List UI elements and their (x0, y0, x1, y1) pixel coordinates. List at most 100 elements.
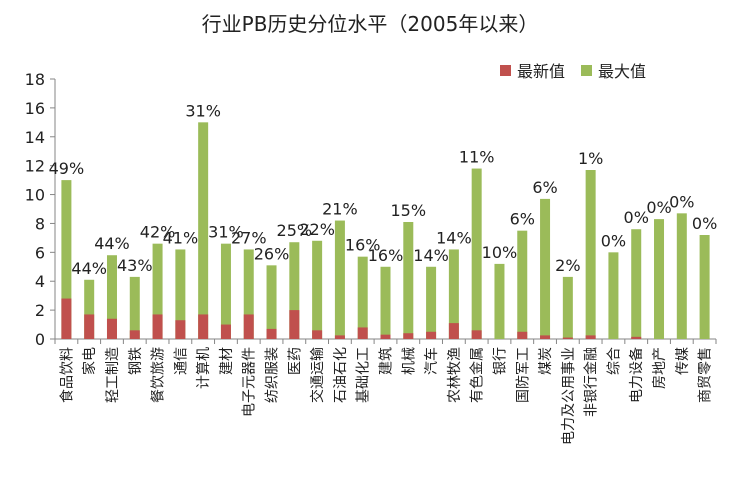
bar-max (562, 276, 573, 339)
bar-latest (471, 330, 482, 339)
bar-max (403, 222, 414, 339)
bar-latest (448, 323, 459, 339)
bar-max (517, 230, 528, 339)
bar-max (540, 198, 551, 339)
x-tick-label: 银行 (492, 347, 508, 375)
x-tick-label: 食品饮料 (58, 347, 75, 403)
x-tick-label: 医药 (287, 347, 303, 375)
legend-item-latest: 最新值 (500, 58, 565, 82)
data-label: 14% (413, 246, 449, 265)
bar-latest (426, 331, 437, 339)
bar-max (699, 235, 710, 339)
bar-max (312, 240, 323, 339)
legend-label-latest: 最新值 (517, 62, 566, 81)
bar-latest (175, 320, 186, 339)
y-tick-label: 0 (35, 330, 45, 349)
bar-max (448, 249, 459, 339)
bar-latest (357, 327, 368, 339)
data-label: 0% (601, 231, 626, 250)
data-label: 26% (254, 244, 290, 263)
data-label: 42% (140, 223, 176, 242)
data-label: 31% (208, 223, 244, 242)
x-tick-label: 农林牧渔 (447, 347, 463, 403)
x-tick-label: 餐饮旅游 (151, 347, 167, 403)
x-tick-label: 有色金属 (469, 347, 486, 403)
bar-latest (334, 335, 345, 339)
bar-latest (152, 314, 163, 339)
bar-max (289, 242, 300, 339)
bar-max (494, 263, 505, 339)
bar-max (84, 279, 95, 339)
bar-max (585, 170, 596, 339)
y-tick-label: 4 (35, 272, 45, 291)
bar-max (198, 122, 209, 339)
bar-max (61, 180, 72, 339)
x-tick-label: 轻工制造 (105, 347, 121, 403)
x-tick-label: 电力设备 (628, 347, 645, 403)
data-label: 0% (624, 208, 649, 227)
chart-title: 行业PB历史分位水平（2005年以来） (201, 12, 539, 36)
bar-max (426, 266, 437, 339)
data-label: 15% (391, 201, 427, 220)
bar-max (152, 243, 163, 339)
bar-latest (631, 336, 642, 339)
legend-swatch-max (581, 64, 593, 76)
legend-item-max: 最大值 (581, 58, 646, 82)
x-tick-label: 商贸零售 (698, 347, 714, 403)
legend: 最新值 最大值 (500, 58, 662, 82)
data-label: 22% (299, 220, 335, 239)
bar-max (676, 213, 687, 339)
bar-latest (84, 314, 95, 339)
x-tick-label: 石油石化 (333, 347, 349, 403)
bar-max (631, 229, 642, 339)
data-label: 10% (482, 243, 518, 262)
bar-latest (517, 331, 528, 339)
bar-max (380, 266, 391, 339)
legend-label-max: 最大值 (598, 62, 647, 81)
data-label: 44% (71, 259, 107, 278)
y-tick-label: 14 (25, 128, 45, 147)
bar-latest (289, 310, 300, 339)
data-label: 0% (692, 214, 717, 233)
bar-max (654, 219, 665, 339)
x-tick-label: 基础化工 (355, 347, 372, 403)
x-tick-label: 国防军工 (515, 347, 531, 403)
y-tick-label: 2 (35, 301, 45, 320)
data-label: 1% (578, 149, 603, 168)
bar-max (334, 220, 345, 339)
bar-max (129, 276, 140, 339)
data-label: 0% (646, 198, 671, 217)
data-label: 31% (185, 101, 221, 120)
bar-max (175, 249, 186, 339)
data-label: 16% (345, 236, 381, 255)
x-tick-label: 电子元器件 (242, 347, 258, 417)
data-label: 6% (510, 210, 535, 229)
bar-max (220, 243, 231, 339)
bar-latest (562, 337, 573, 339)
data-label: 25% (277, 221, 313, 240)
legend-swatch-latest (500, 64, 511, 76)
bar-max (471, 168, 482, 339)
y-tick-label: 18 (25, 70, 45, 89)
data-label: 27% (231, 228, 267, 247)
bar-latest (106, 318, 117, 339)
data-label: 44% (94, 234, 130, 253)
data-label: 43% (117, 256, 153, 275)
data-label: 11% (459, 148, 495, 167)
x-tick-label: 非银行金融 (584, 347, 600, 417)
x-tick-label: 综合 (606, 347, 622, 375)
y-tick-label: 6 (35, 243, 45, 262)
y-tick-label: 10 (25, 186, 45, 205)
bar-latest (61, 298, 72, 339)
bar-max (243, 249, 254, 339)
x-tick-label: 汽车 (423, 347, 440, 375)
bar-max (106, 255, 117, 339)
bar-max (266, 265, 277, 339)
bar-latest (585, 335, 596, 339)
bar-latest (198, 314, 209, 339)
x-tick-label: 钢铁 (128, 347, 144, 375)
x-tick-label: 电力及公用事业 (561, 347, 577, 445)
data-label: 2% (555, 256, 580, 275)
bar-latest (266, 328, 277, 339)
